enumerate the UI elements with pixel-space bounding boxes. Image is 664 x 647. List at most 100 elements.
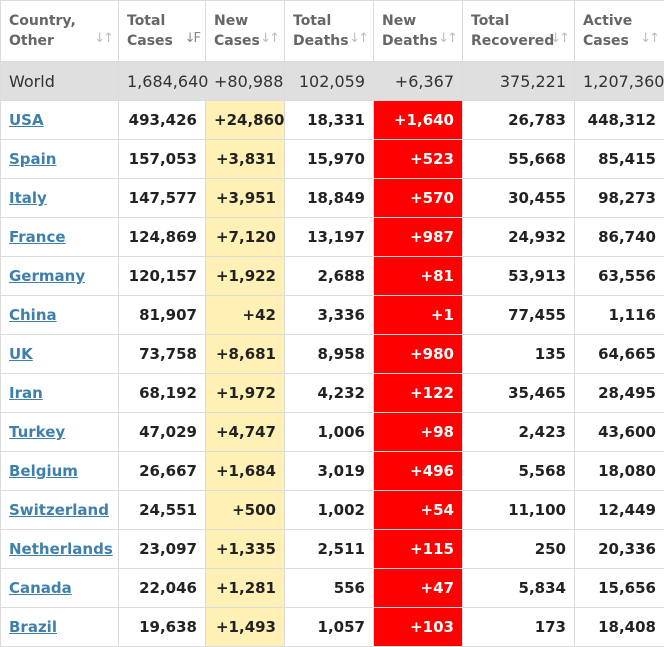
active-cases-cell: 1,116 bbox=[575, 296, 664, 335]
sort-icon: ↓↑ bbox=[438, 29, 456, 49]
total-deaths-cell: 3,019 bbox=[285, 452, 374, 491]
country-cell: Netherlands bbox=[1, 530, 119, 569]
new-cases-cell: +3,951 bbox=[206, 179, 285, 218]
header-country[interactable]: Country, Other ↓↑ bbox=[1, 1, 119, 62]
new-cases-cell: +1,281 bbox=[206, 569, 285, 608]
new-deaths-cell: +1 bbox=[374, 296, 463, 335]
country-link[interactable]: UK bbox=[9, 345, 33, 363]
header-active-cases[interactable]: Active Cases ↓↑ bbox=[575, 1, 664, 62]
total-deaths-cell: 4,232 bbox=[285, 374, 374, 413]
total-cases-cell: 81,907 bbox=[119, 296, 206, 335]
country-link[interactable]: Belgium bbox=[9, 462, 78, 480]
active-cases-cell: 15,656 bbox=[575, 569, 664, 608]
new-cases-cell: +7,120 bbox=[206, 218, 285, 257]
total-cases-cell: 26,667 bbox=[119, 452, 206, 491]
total-cases-cell: 73,758 bbox=[119, 335, 206, 374]
total-deaths-cell: 13,197 bbox=[285, 218, 374, 257]
total-recovered-cell: 5,568 bbox=[463, 452, 575, 491]
active-cases-cell: 20,336 bbox=[575, 530, 664, 569]
country-cell: Turkey bbox=[1, 413, 119, 452]
header-total-deaths[interactable]: Total Deaths ↓↑ bbox=[285, 1, 374, 62]
total-cases-cell: 24,551 bbox=[119, 491, 206, 530]
new-deaths-cell: +523 bbox=[374, 140, 463, 179]
header-total-cases[interactable]: Total Cases ↓F bbox=[119, 1, 206, 62]
country-link[interactable]: Brazil bbox=[9, 618, 57, 636]
total-cases-cell: 23,097 bbox=[119, 530, 206, 569]
total-deaths-cell: 8,958 bbox=[285, 335, 374, 374]
total-recovered-cell: 11,100 bbox=[463, 491, 575, 530]
country-cell: Canada bbox=[1, 569, 119, 608]
new-deaths-cell: +1,640 bbox=[374, 101, 463, 140]
sort-descending-icon: ↓F bbox=[185, 29, 199, 49]
active-cases-cell: 98,273 bbox=[575, 179, 664, 218]
new-cases-cell: +42 bbox=[206, 296, 285, 335]
new-cases-cell: +4,747 bbox=[206, 413, 285, 452]
country-cell: Iran bbox=[1, 374, 119, 413]
new-cases-cell: +1,922 bbox=[206, 257, 285, 296]
new-cases-cell: +1,335 bbox=[206, 530, 285, 569]
new-cases-cell: +3,831 bbox=[206, 140, 285, 179]
country-link[interactable]: Spain bbox=[9, 150, 56, 168]
total-deaths-cell: 1,002 bbox=[285, 491, 374, 530]
country-cell: Italy bbox=[1, 179, 119, 218]
new-deaths-cell: +81 bbox=[374, 257, 463, 296]
total-recovered-cell: 135 bbox=[463, 335, 575, 374]
header-new-deaths[interactable]: New Deaths ↓↑ bbox=[374, 1, 463, 62]
new-cases-cell: +1,684 bbox=[206, 452, 285, 491]
new-deaths-cell: +98 bbox=[374, 413, 463, 452]
new-deaths-cell: +6,367 bbox=[374, 62, 463, 101]
country-cell: UK bbox=[1, 335, 119, 374]
country-link[interactable]: France bbox=[9, 228, 66, 246]
new-deaths-cell: +980 bbox=[374, 335, 463, 374]
total-deaths-cell: 102,059 bbox=[285, 62, 374, 101]
world-total-row: World 1,684,640 +80,988 102,059 +6,367 3… bbox=[1, 62, 664, 101]
active-cases-cell: 86,740 bbox=[575, 218, 664, 257]
header-new-cases[interactable]: New Cases ↓↑ bbox=[206, 1, 285, 62]
active-cases-cell: 28,495 bbox=[575, 374, 664, 413]
country-link[interactable]: Turkey bbox=[9, 423, 65, 441]
sort-icon: ↓↑ bbox=[640, 29, 658, 49]
total-deaths-cell: 18,849 bbox=[285, 179, 374, 218]
new-cases-cell: +500 bbox=[206, 491, 285, 530]
total-deaths-cell: 556 bbox=[285, 569, 374, 608]
country-link[interactable]: USA bbox=[9, 111, 44, 129]
active-cases-cell: 12,449 bbox=[575, 491, 664, 530]
sort-icon: ↓↑ bbox=[550, 29, 568, 49]
active-cases-cell: 63,556 bbox=[575, 257, 664, 296]
total-recovered-cell: 24,932 bbox=[463, 218, 575, 257]
total-recovered-cell: 35,465 bbox=[463, 374, 575, 413]
country-link[interactable]: Netherlands bbox=[9, 540, 113, 558]
country-link[interactable]: Italy bbox=[9, 189, 47, 207]
total-cases-cell: 120,157 bbox=[119, 257, 206, 296]
total-recovered-cell: 26,783 bbox=[463, 101, 575, 140]
country-link[interactable]: Switzerland bbox=[9, 501, 109, 519]
country-link[interactable]: Iran bbox=[9, 384, 43, 402]
country-cell: USA bbox=[1, 101, 119, 140]
country-link[interactable]: Germany bbox=[9, 267, 85, 285]
total-recovered-cell: 77,455 bbox=[463, 296, 575, 335]
country-link[interactable]: China bbox=[9, 306, 57, 324]
total-deaths-cell: 18,331 bbox=[285, 101, 374, 140]
country-link[interactable]: Canada bbox=[9, 579, 72, 597]
active-cases-cell: 64,665 bbox=[575, 335, 664, 374]
total-recovered-cell: 30,455 bbox=[463, 179, 575, 218]
new-deaths-cell: +496 bbox=[374, 452, 463, 491]
total-recovered-cell: 2,423 bbox=[463, 413, 575, 452]
country-cell: World bbox=[1, 62, 119, 101]
total-cases-cell: 47,029 bbox=[119, 413, 206, 452]
total-cases-cell: 1,684,640 bbox=[119, 62, 206, 101]
total-recovered-cell: 375,221 bbox=[463, 62, 575, 101]
total-deaths-cell: 2,688 bbox=[285, 257, 374, 296]
active-cases-cell: 18,080 bbox=[575, 452, 664, 491]
header-total-recovered[interactable]: Total Recovered ↓↑ bbox=[463, 1, 575, 62]
